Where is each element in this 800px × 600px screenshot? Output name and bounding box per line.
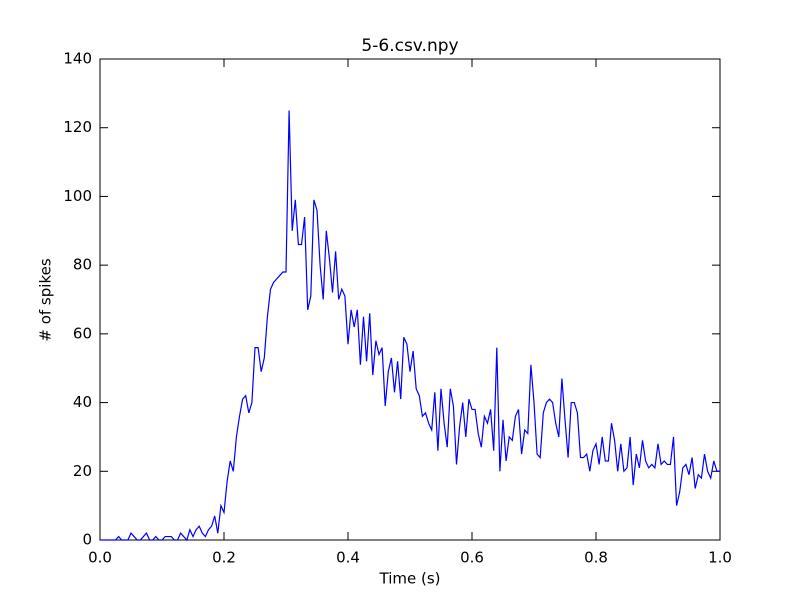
x-tick-label: 1.0	[708, 549, 732, 567]
y-tick-label: 80	[73, 256, 92, 274]
y-tick-label: 140	[63, 50, 92, 68]
x-tick-label: 0.8	[584, 549, 608, 567]
plot-frame	[99, 58, 721, 541]
y-tick-label: 120	[63, 118, 92, 136]
y-tick-label: 20	[73, 462, 92, 480]
chart-title: 5-6.csv.npy	[361, 36, 458, 56]
y-tick-label: 40	[73, 393, 92, 411]
x-axis-label: Time (s)	[379, 570, 441, 588]
data-line	[100, 110, 720, 542]
x-tick-label: 0.4	[336, 549, 360, 567]
x-tick-label: 0.2	[212, 549, 236, 567]
y-tick-label: 100	[63, 187, 92, 205]
y-axis-label: # of spikes	[37, 258, 55, 341]
x-tick-label: 0.6	[460, 549, 484, 567]
x-tick-label: 0.0	[88, 549, 112, 567]
y-tick-label: 60	[73, 324, 92, 342]
y-tick-label: 0	[82, 531, 92, 549]
